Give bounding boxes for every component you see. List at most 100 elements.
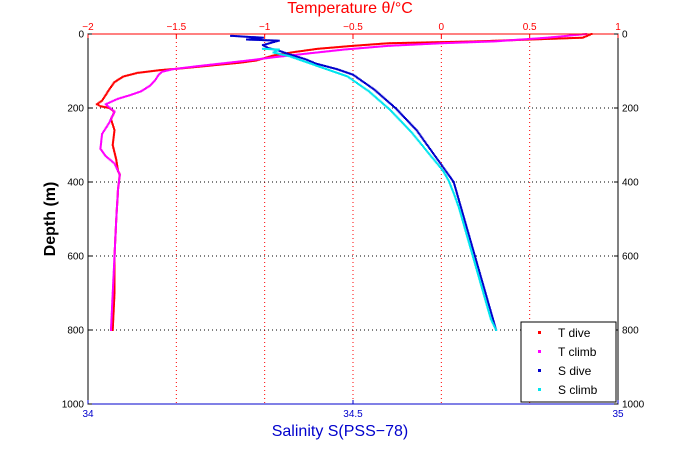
data-point bbox=[527, 38, 530, 40]
data-point bbox=[260, 57, 262, 60]
data-point bbox=[473, 262, 476, 265]
data-point bbox=[242, 35, 245, 38]
data-point bbox=[118, 172, 121, 175]
data-point bbox=[352, 44, 354, 47]
data-point bbox=[541, 37, 544, 39]
data-point bbox=[111, 306, 113, 309]
data-point bbox=[327, 50, 330, 53]
data-point bbox=[111, 295, 114, 298]
data-point bbox=[100, 139, 103, 142]
data-point bbox=[475, 268, 478, 271]
data-point bbox=[191, 65, 194, 68]
data-point bbox=[114, 230, 117, 233]
data-point bbox=[365, 82, 368, 85]
data-point bbox=[376, 97, 379, 100]
data-point bbox=[458, 210, 461, 212]
data-point bbox=[113, 263, 116, 265]
data-point bbox=[247, 38, 250, 41]
data-point bbox=[161, 70, 164, 73]
data-point bbox=[479, 282, 482, 285]
data-point bbox=[470, 242, 473, 245]
legend-box bbox=[520, 321, 617, 403]
data-point bbox=[371, 93, 374, 96]
data-point bbox=[454, 41, 457, 44]
data-point bbox=[507, 39, 510, 42]
data-point bbox=[104, 103, 107, 106]
data-point bbox=[348, 76, 350, 79]
data-point bbox=[265, 43, 268, 46]
data-point bbox=[281, 55, 284, 58]
data-point bbox=[448, 182, 451, 184]
data-point bbox=[427, 42, 430, 45]
data-point bbox=[481, 288, 484, 291]
data-point bbox=[205, 64, 208, 67]
data-point bbox=[111, 160, 113, 163]
data-point bbox=[488, 304, 490, 307]
data-point bbox=[202, 64, 205, 67]
data-point bbox=[463, 219, 466, 222]
data-point bbox=[427, 151, 430, 154]
data-point bbox=[139, 71, 142, 74]
data-point bbox=[390, 110, 393, 112]
data-point bbox=[138, 71, 141, 74]
data-point bbox=[107, 89, 110, 92]
data-point bbox=[113, 151, 116, 154]
data-point bbox=[110, 314, 113, 317]
data-point bbox=[112, 322, 114, 325]
data-point bbox=[393, 44, 396, 47]
data-point bbox=[458, 202, 461, 205]
data-point bbox=[154, 69, 157, 72]
data-point bbox=[338, 72, 340, 75]
data-point bbox=[453, 182, 456, 185]
data-point bbox=[409, 43, 412, 46]
data-point bbox=[117, 183, 120, 186]
data-point bbox=[380, 42, 383, 45]
data-point bbox=[372, 94, 375, 97]
data-point bbox=[371, 87, 374, 90]
data-point bbox=[111, 304, 114, 307]
data-point bbox=[197, 65, 200, 67]
data-point bbox=[253, 37, 256, 40]
data-point bbox=[112, 321, 115, 323]
top-tick-label: −0.5 bbox=[343, 22, 363, 33]
data-point bbox=[319, 47, 322, 50]
data-point bbox=[567, 34, 570, 37]
data-point bbox=[109, 159, 112, 162]
data-point bbox=[199, 64, 202, 67]
data-point bbox=[544, 36, 547, 39]
data-point bbox=[111, 114, 114, 117]
data-point bbox=[418, 141, 421, 144]
data-point bbox=[235, 62, 238, 64]
data-point bbox=[487, 301, 490, 304]
data-point bbox=[368, 43, 371, 46]
data-point bbox=[435, 41, 438, 44]
series-layer bbox=[95, 33, 593, 331]
data-point bbox=[432, 153, 435, 156]
data-point bbox=[115, 158, 118, 161]
data-point bbox=[203, 64, 206, 67]
data-point bbox=[116, 205, 118, 208]
data-point bbox=[472, 257, 475, 260]
data-point bbox=[392, 112, 395, 115]
data-point bbox=[394, 114, 397, 117]
data-point bbox=[459, 211, 462, 214]
data-point bbox=[426, 150, 429, 153]
data-point bbox=[486, 305, 489, 308]
data-point bbox=[350, 45, 353, 47]
data-point bbox=[257, 38, 260, 41]
data-point bbox=[313, 48, 316, 51]
data-point bbox=[366, 46, 369, 49]
data-point bbox=[461, 41, 464, 44]
data-point bbox=[459, 213, 462, 216]
data-point bbox=[411, 132, 414, 135]
data-point bbox=[559, 35, 562, 38]
data-point bbox=[158, 72, 161, 75]
data-point bbox=[115, 224, 117, 227]
data-point bbox=[112, 316, 115, 319]
data-point bbox=[111, 292, 114, 294]
data-point bbox=[112, 324, 114, 327]
data-point bbox=[467, 231, 470, 234]
data-point bbox=[184, 66, 187, 69]
data-point bbox=[113, 162, 116, 165]
data-point bbox=[468, 243, 471, 246]
